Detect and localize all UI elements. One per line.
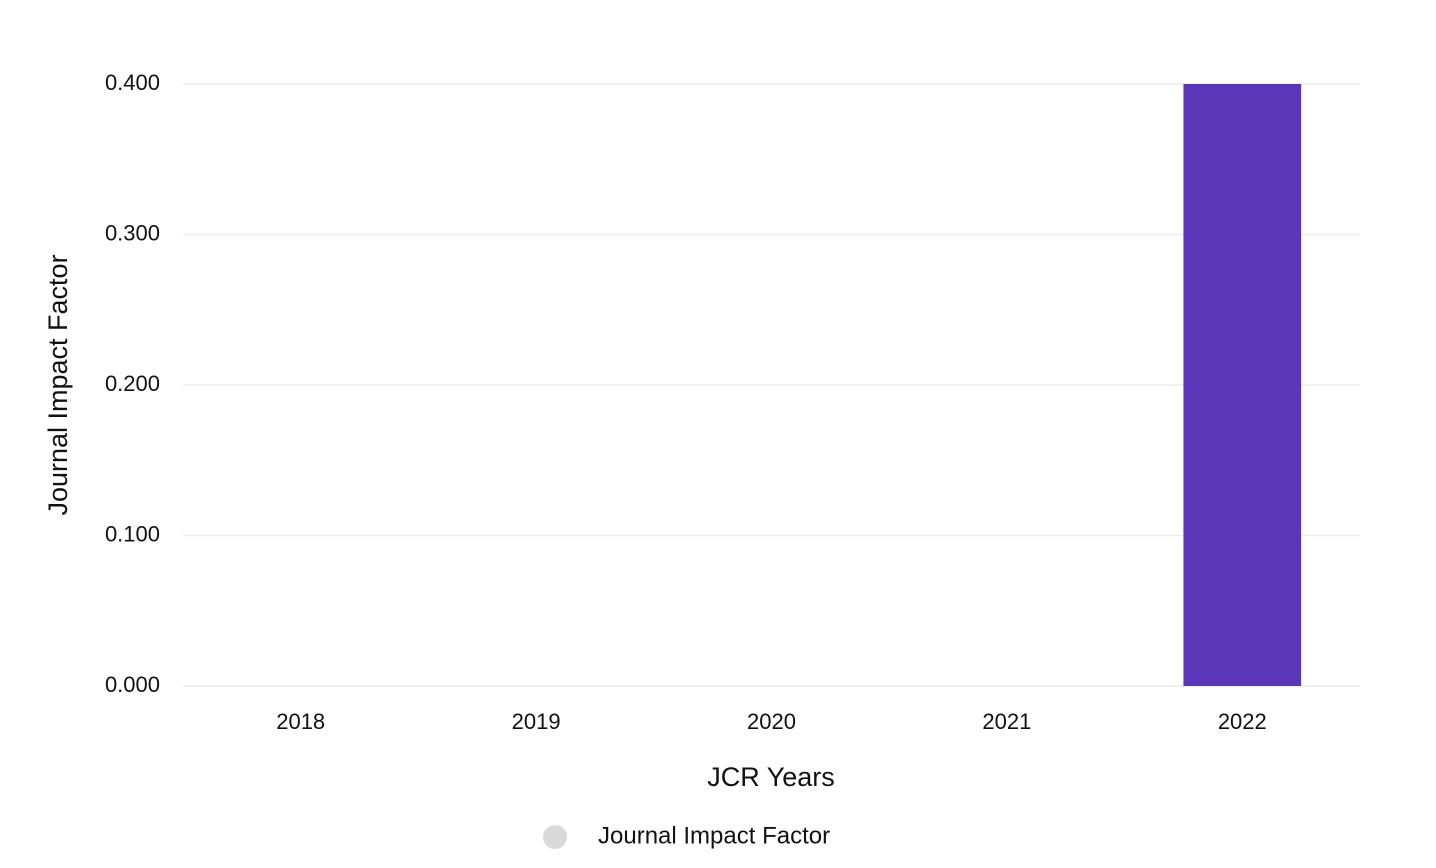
legend-label: Journal Impact Factor: [598, 822, 830, 849]
x-tick-label: 2018: [276, 709, 325, 734]
x-tick-label: 2020: [747, 709, 796, 734]
y-tick-label: 0.100: [105, 521, 160, 546]
y-axis-title: Journal Impact Factor: [43, 254, 73, 515]
y-tick-label: 0.000: [105, 672, 160, 697]
x-tick-label: 2019: [512, 709, 561, 734]
y-tick-label: 0.300: [105, 220, 160, 245]
legend-marker: [543, 825, 567, 849]
y-tick-label: 0.200: [105, 371, 160, 396]
y-tick-label: 0.400: [105, 70, 160, 95]
x-tick-label: 2022: [1218, 709, 1267, 734]
bar: [1183, 84, 1302, 686]
x-axis-title: JCR Years: [707, 762, 835, 792]
x-tick-label: 2021: [982, 709, 1031, 734]
